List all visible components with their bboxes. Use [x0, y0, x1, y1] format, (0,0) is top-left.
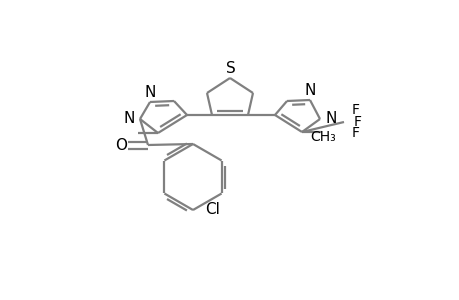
Text: N: N — [304, 82, 315, 98]
Text: N: N — [123, 110, 134, 125]
Text: F: F — [351, 103, 359, 117]
Text: N: N — [325, 110, 336, 125]
Text: N: N — [144, 85, 155, 100]
Text: S: S — [226, 61, 235, 76]
Text: F: F — [351, 126, 359, 140]
Text: F: F — [353, 115, 361, 129]
Text: CH₃: CH₃ — [309, 130, 335, 144]
Text: Cl: Cl — [205, 202, 219, 217]
Text: O: O — [115, 137, 127, 152]
